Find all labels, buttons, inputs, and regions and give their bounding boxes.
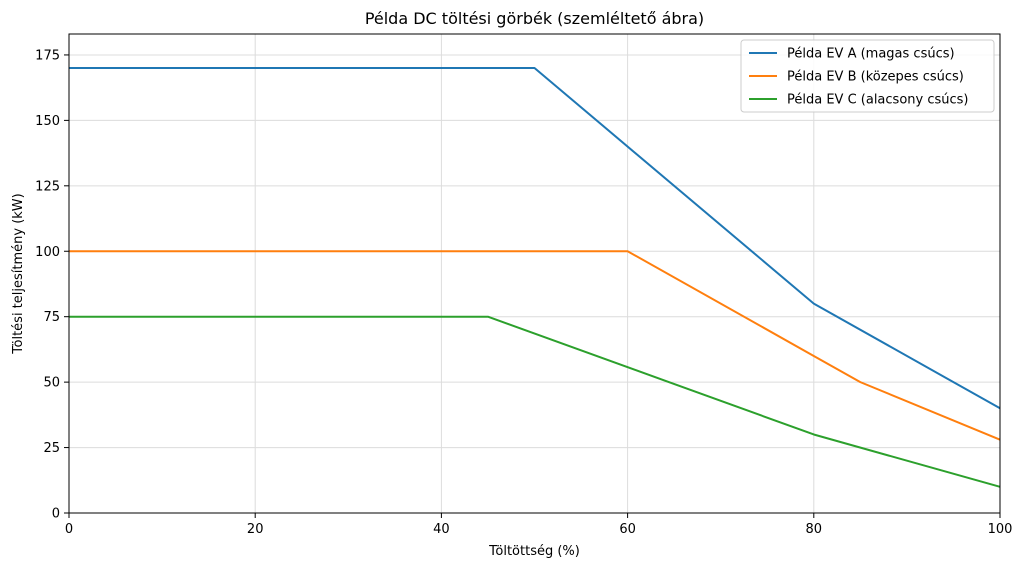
legend: Példa EV A (magas csúcs) Példa EV B (köze… xyxy=(740,39,995,113)
axis-ticks: 0 20 40 60 80 100 0 25 50 75 100 125 150 175 xyxy=(35,48,1012,537)
y-tick-label: 175 xyxy=(35,48,60,63)
series-line-1 xyxy=(69,67,1001,410)
legend-box xyxy=(740,39,995,113)
x-tick-label: 60 xyxy=(619,522,636,537)
y-tick-label: 125 xyxy=(35,179,60,194)
x-tick-label: 80 xyxy=(806,522,823,537)
x-tick-label: 100 xyxy=(988,522,1013,537)
y-tick-label: 50 xyxy=(43,376,60,391)
x-tick-label: 40 xyxy=(433,522,450,537)
series-layer xyxy=(69,67,1001,488)
legend-label-3: Példa EV C (alacsony csúcs) xyxy=(787,93,969,108)
y-tick-label: 75 xyxy=(43,310,60,325)
x-axis-title: Töltöttség (%) xyxy=(488,544,580,559)
series-line-2 xyxy=(69,250,1001,441)
y-tick-label: 25 xyxy=(43,441,60,456)
y-tick-label: 0 xyxy=(52,507,60,522)
series-line-3 xyxy=(69,315,1001,488)
y-tick-label: 150 xyxy=(35,114,60,129)
y-axis-title: Töltési teljesítmény (kW) xyxy=(11,193,26,354)
chart-title: Példa DC töltési görbék (szemléltető ábr… xyxy=(365,9,704,28)
x-tick-label: 20 xyxy=(247,522,264,537)
x-tick-label: 0 xyxy=(65,522,73,537)
plot-area-frame xyxy=(68,33,1001,514)
legend-label-1: Példa EV A (magas csúcs) xyxy=(787,47,955,62)
legend-label-2: Példa EV B (közepes csúcs) xyxy=(787,70,964,85)
y-tick-label: 100 xyxy=(35,245,60,260)
